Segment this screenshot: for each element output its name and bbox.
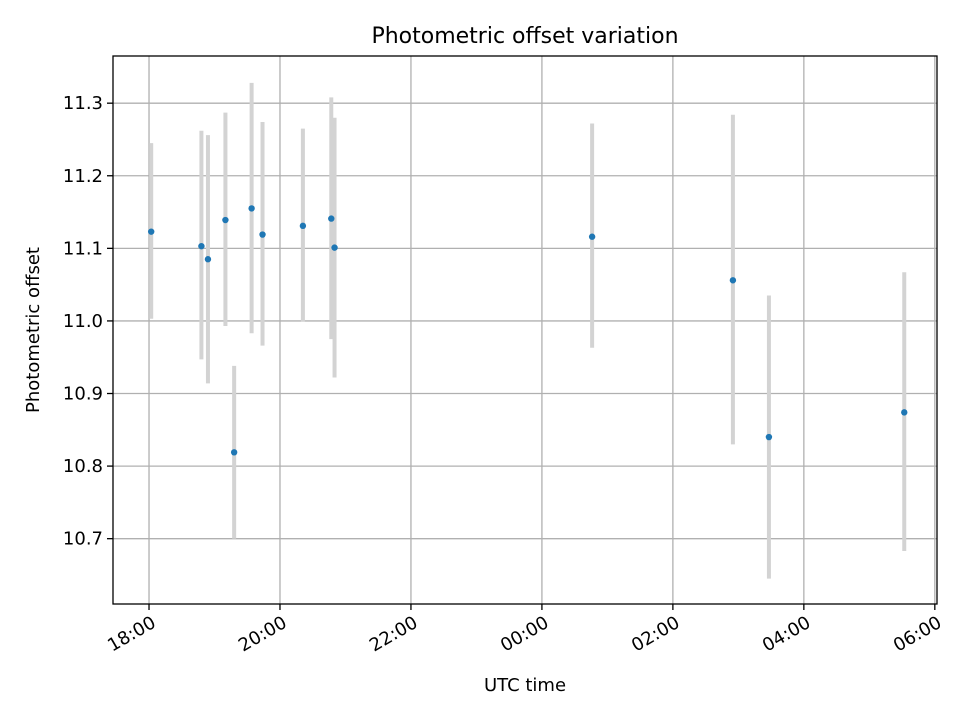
data-point [248,205,255,212]
x-axis-label: UTC time [484,675,566,696]
data-point [328,215,335,222]
data-points [147,205,908,456]
data-point [259,231,266,238]
data-point [230,449,238,456]
data-point [198,242,205,250]
y-tick-label: 11.0 [63,311,103,332]
y-tick-label: 10.7 [63,529,103,550]
data-point [765,433,773,441]
plot-frame [112,55,938,605]
y-tick-label: 11.3 [63,93,103,114]
axis-ticks: 18:00 20:00 22:00 00:00 02:00 04:00 06:00 10.7 1… [63,93,945,656]
grid-lines [113,56,937,604]
error-bars [149,82,907,579]
y-tick-label: 11.1 [63,238,103,259]
x-tick-label: 00:00 [497,612,552,656]
y-tick-label: 10.8 [63,456,103,477]
data-point [222,216,229,224]
data-point [901,409,908,416]
x-tick-label: 18:00 [104,612,159,656]
data-point [729,277,737,284]
x-tick-label: 04:00 [759,612,814,656]
x-tick-label: 06:00 [890,612,945,656]
y-tick-label: 10.9 [63,384,103,405]
y-axis-label: Photometric offset [23,247,44,413]
data-point [204,256,212,263]
x-tick-label: 22:00 [366,612,421,656]
data-point [588,233,596,240]
x-tick-label: 20:00 [235,612,290,656]
y-tick-label: 11.2 [63,166,103,187]
chart-title: Photometric offset variation [371,24,678,49]
data-point [147,228,155,235]
data-point [331,244,338,251]
x-tick-label: 02:00 [628,612,683,656]
data-point [299,222,307,230]
